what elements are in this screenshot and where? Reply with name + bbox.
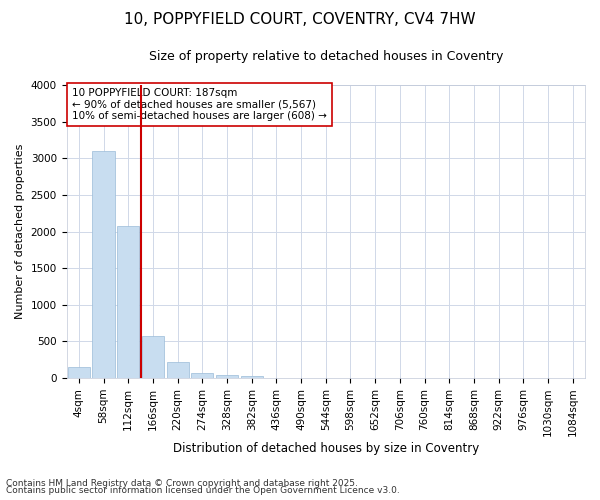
Bar	[191, 372, 214, 378]
Bar	[68, 367, 90, 378]
Y-axis label: Number of detached properties: Number of detached properties	[15, 144, 25, 319]
Bar	[142, 336, 164, 378]
Text: 10 POPPYFIELD COURT: 187sqm
← 90% of detached houses are smaller (5,567)
10% of : 10 POPPYFIELD COURT: 187sqm ← 90% of det…	[72, 88, 326, 121]
X-axis label: Distribution of detached houses by size in Coventry: Distribution of detached houses by size …	[173, 442, 479, 455]
Bar	[216, 375, 238, 378]
Bar	[117, 226, 139, 378]
Text: Contains public sector information licensed under the Open Government Licence v3: Contains public sector information licen…	[6, 486, 400, 495]
Bar	[167, 362, 189, 378]
Title: Size of property relative to detached houses in Coventry: Size of property relative to detached ho…	[149, 50, 503, 63]
Text: 10, POPPYFIELD COURT, COVENTRY, CV4 7HW: 10, POPPYFIELD COURT, COVENTRY, CV4 7HW	[124, 12, 476, 28]
Bar	[92, 151, 115, 378]
Text: Contains HM Land Registry data © Crown copyright and database right 2025.: Contains HM Land Registry data © Crown c…	[6, 478, 358, 488]
Bar	[241, 376, 263, 378]
